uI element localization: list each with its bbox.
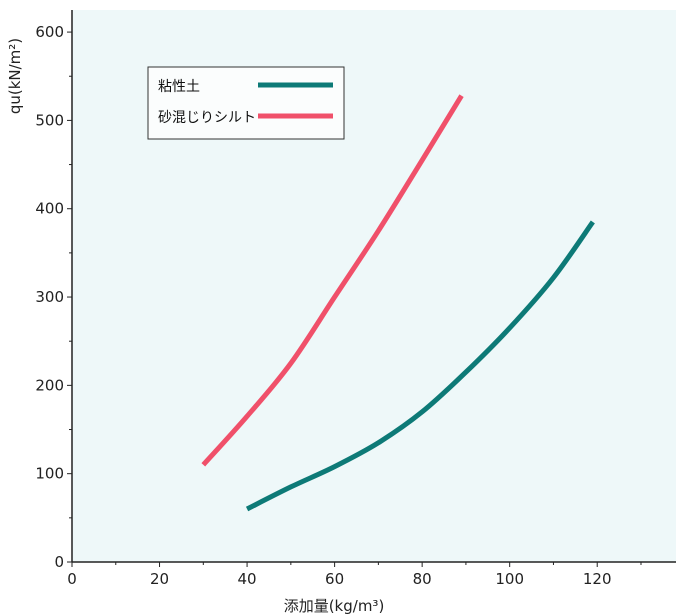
x-tick-label: 0 xyxy=(67,570,77,588)
x-tick-label: 20 xyxy=(150,570,169,588)
series-layer xyxy=(201,94,595,512)
x-tick-label: 40 xyxy=(238,570,257,588)
legend-label-1: 粘性土 xyxy=(158,79,200,95)
legend-box xyxy=(147,66,345,140)
x-axis-title: 添加量(kg/m³) xyxy=(284,597,385,615)
series-line-1 xyxy=(245,220,595,512)
y-axis-title: qu(kN/m²) xyxy=(6,38,24,114)
y-axis-ticks: 0 100 200 300 400 500 600 xyxy=(35,23,72,571)
y-tick-label: 600 xyxy=(35,23,64,41)
x-axis-ticks: 0 20 40 60 80 100 120 xyxy=(67,562,642,588)
y-tick-label: 500 xyxy=(35,111,64,129)
x-tick-label: 100 xyxy=(495,570,524,588)
x-tick-label: 80 xyxy=(413,570,432,588)
y-tick-label: 400 xyxy=(35,200,64,218)
x-tick-label: 120 xyxy=(583,570,612,588)
y-tick-label: 300 xyxy=(35,288,64,306)
y-tick-label: 200 xyxy=(35,376,64,394)
legend-label-2: 砂混じりシルト xyxy=(158,110,256,126)
y-tick-label: 100 xyxy=(35,465,64,483)
x-tick-label: 60 xyxy=(325,570,344,588)
series-line-2 xyxy=(201,94,464,467)
y-tick-label: 0 xyxy=(54,553,64,571)
